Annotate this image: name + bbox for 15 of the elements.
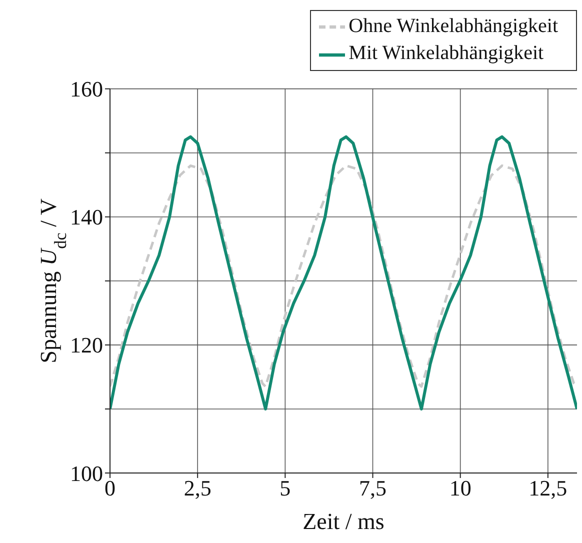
x-tick-label: 5 (280, 476, 291, 501)
x-axis-title: Zeit / ms (302, 509, 384, 534)
y-tick-label: 140 (70, 204, 103, 230)
legend-label: Mit Winkelabhängigkeit (348, 42, 544, 64)
y-tick-label: 160 (70, 76, 103, 102)
x-tick-label: 7,5 (359, 476, 387, 501)
y-tick-label: 120 (70, 332, 103, 358)
legend-label: Ohne Winkelabhängigkeit (348, 15, 558, 37)
x-tick-label: 0 (104, 476, 116, 501)
line-series (110, 135, 577, 410)
x-tick-label: 12,5 (528, 476, 568, 501)
x-tick-label: 2,5 (184, 476, 212, 501)
x-tick-label: 10 (449, 476, 472, 501)
y-tick-label: 100 (70, 460, 103, 486)
line-series (110, 164, 577, 388)
